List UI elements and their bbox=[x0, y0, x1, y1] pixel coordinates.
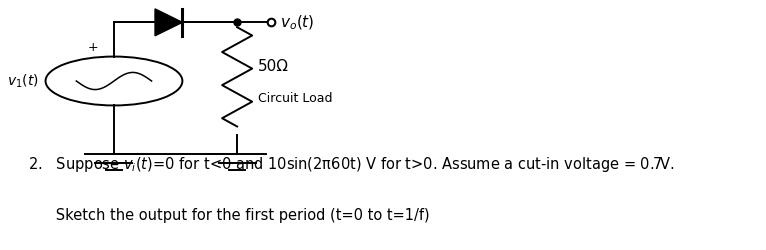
Polygon shape bbox=[155, 9, 182, 36]
Text: +: + bbox=[88, 41, 99, 54]
Text: 50Ω: 50Ω bbox=[257, 59, 289, 74]
Text: 2.   Suppose $v_i(t)$=0 for t<0 and 10sin(2π60t) V for t>0. Assume a cut-in volt: 2. Suppose $v_i(t)$=0 for t<0 and 10sin(… bbox=[28, 155, 676, 174]
Text: Sketch the output for the first period (t=0 to t=1/f): Sketch the output for the first period (… bbox=[28, 208, 430, 223]
Text: Circuit Load: Circuit Load bbox=[257, 92, 332, 104]
Text: $v_o(t)$: $v_o(t)$ bbox=[280, 13, 315, 32]
Text: $v_1(t)$: $v_1(t)$ bbox=[7, 72, 39, 90]
